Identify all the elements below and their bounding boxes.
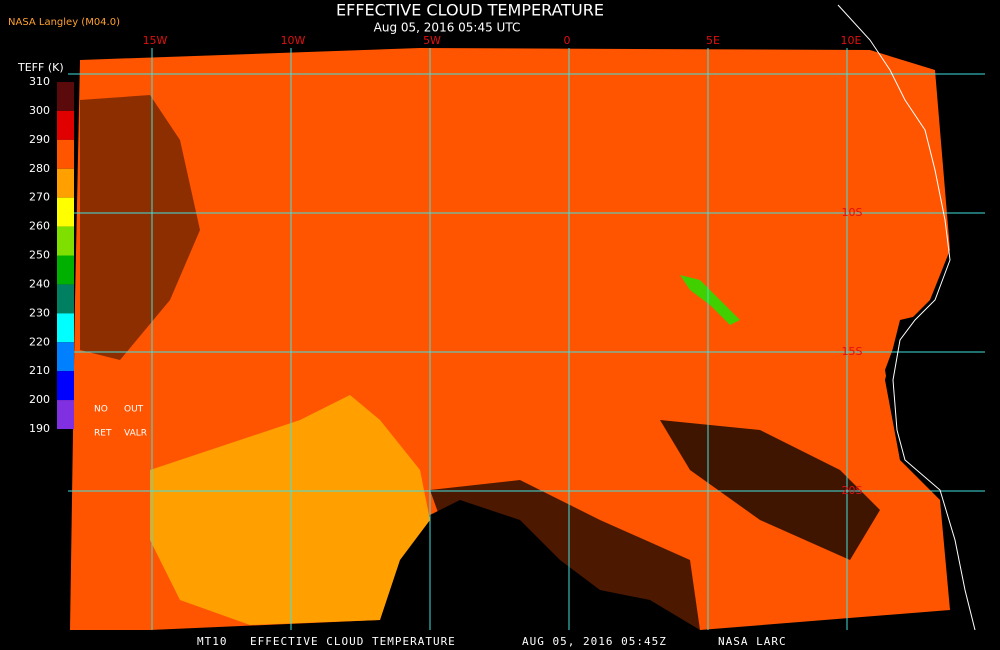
longitude-label: 5E — [706, 34, 720, 47]
legend-note: RET — [94, 429, 112, 439]
legend-title: TEFF (K) — [17, 61, 64, 74]
warm-cloud-region — [150, 395, 430, 625]
color-legend: 310 300 290 280 270 260 250 240 230 220 210 200 190 N… — [29, 75, 147, 439]
longitude-labels: 15W 10W 5W 0 5E 10E — [143, 34, 862, 47]
longitude-label: 10W — [281, 34, 306, 47]
legend-swatch — [57, 168, 74, 198]
legend-note: VALR — [124, 429, 147, 439]
footer-bar — [60, 630, 1000, 650]
subtitle: Aug 05, 2016 05:45 UTC — [374, 21, 521, 35]
legend-label: 210 — [29, 364, 50, 377]
clear-patches — [885, 300, 985, 630]
legend-swatch — [57, 226, 74, 256]
legend-label: 260 — [29, 220, 50, 233]
grid-lines — [68, 48, 985, 630]
latitude-label: 10S — [842, 206, 863, 219]
legend-swatch — [57, 255, 74, 285]
longitude-label: 10E — [841, 34, 862, 47]
latitude-labels: 10S 15S 20S — [842, 206, 863, 497]
latitude-label: 20S — [842, 484, 863, 497]
longitude-label: 5W — [423, 34, 441, 47]
legend-label: 300 — [29, 104, 50, 117]
clear-patches — [660, 420, 880, 560]
legend-swatch — [57, 371, 74, 401]
legend-label: 190 — [29, 422, 50, 435]
legend-note: OUT — [124, 405, 144, 415]
title: EFFECTIVE CLOUD TEMPERATURE — [336, 1, 604, 20]
clear-patches — [430, 480, 700, 630]
footer-text: AUG 05, 2016 05:45Z — [522, 635, 667, 648]
map-field — [70, 48, 985, 630]
legend-swatch — [57, 400, 74, 429]
longitude-label: 15W — [143, 34, 168, 47]
legend-label: 290 — [29, 133, 50, 146]
legend-swatch — [57, 313, 74, 343]
latitude-label: 15S — [842, 345, 863, 358]
legend-swatch — [57, 82, 74, 111]
longitude-label: 0 — [564, 34, 571, 47]
footer-text: MT10 — [197, 635, 228, 648]
legend-label: 270 — [29, 191, 50, 204]
legend-swatch — [57, 110, 74, 140]
legend-swatch — [57, 284, 74, 314]
legend-label: 310 — [29, 75, 50, 88]
footer: MT10 EFFECTIVE CLOUD TEMPERATURE AUG 05, 2… — [197, 635, 787, 648]
clear-patches — [80, 95, 200, 360]
legend-label: 280 — [29, 162, 50, 175]
legend-label: 250 — [29, 249, 50, 262]
legend-label: 220 — [29, 335, 50, 348]
footer-text: EFFECTIVE CLOUD TEMPERATURE — [250, 635, 456, 648]
legend-note: NO — [94, 405, 108, 415]
legend-label: 230 — [29, 306, 50, 319]
legend-label: 200 — [29, 393, 50, 406]
legend-swatch — [57, 342, 74, 372]
legend-label: 240 — [29, 277, 50, 290]
legend-swatch — [57, 197, 74, 227]
legend-swatch — [57, 139, 74, 169]
footer-text: NASA LARC — [718, 635, 787, 648]
source-label: NASA Langley (M04.0) — [8, 17, 120, 28]
coastline — [837, 4, 976, 631]
cold-cloud-patch — [680, 275, 740, 325]
